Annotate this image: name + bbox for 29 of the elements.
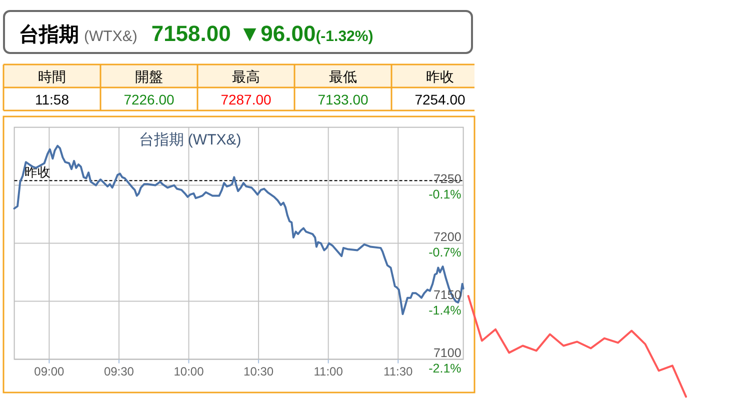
category-label: 最高 <box>232 68 260 84</box>
y-tick-label: 7200 <box>433 230 462 244</box>
x-tick-label: 09:30 <box>104 364 134 378</box>
y2-tick-label: -0.7% <box>428 245 462 260</box>
y-tick-label: 7100 <box>433 346 462 360</box>
chart-title: 台指期 (WTX&) <box>138 131 242 148</box>
x-tick-label: 10:30 <box>244 364 274 378</box>
text: 7226.00 <box>124 92 175 108</box>
text: 7133.00 <box>318 92 369 108</box>
category-label: 時間 <box>38 68 66 84</box>
x-tick-label: 09:00 <box>34 364 65 378</box>
text: 11:58 <box>35 92 70 108</box>
y2-tick-label: -1.4% <box>428 303 462 318</box>
category-label: 昨收 <box>426 68 454 84</box>
x-tick-label: 11:30 <box>384 364 414 378</box>
text: ▼96.00 <box>238 21 316 46</box>
text: (-1.32%) <box>316 28 374 45</box>
text: 7158.00 <box>151 21 231 46</box>
y2-tick-label: -2.1% <box>428 361 462 376</box>
text: 7287.00 <box>220 92 272 108</box>
x-tick-label: 10:00 <box>174 364 204 378</box>
ref-line-label: 昨收 <box>24 164 50 180</box>
text: (WTX&) <box>84 28 138 45</box>
y2-tick-label: -0.1% <box>428 187 462 202</box>
category-label: 最低 <box>329 68 357 84</box>
text: 7254.00 <box>414 92 466 108</box>
category-label: 開盤 <box>135 68 163 84</box>
x-tick-label: 11:00 <box>314 364 344 378</box>
text: 台指期 <box>19 23 79 46</box>
